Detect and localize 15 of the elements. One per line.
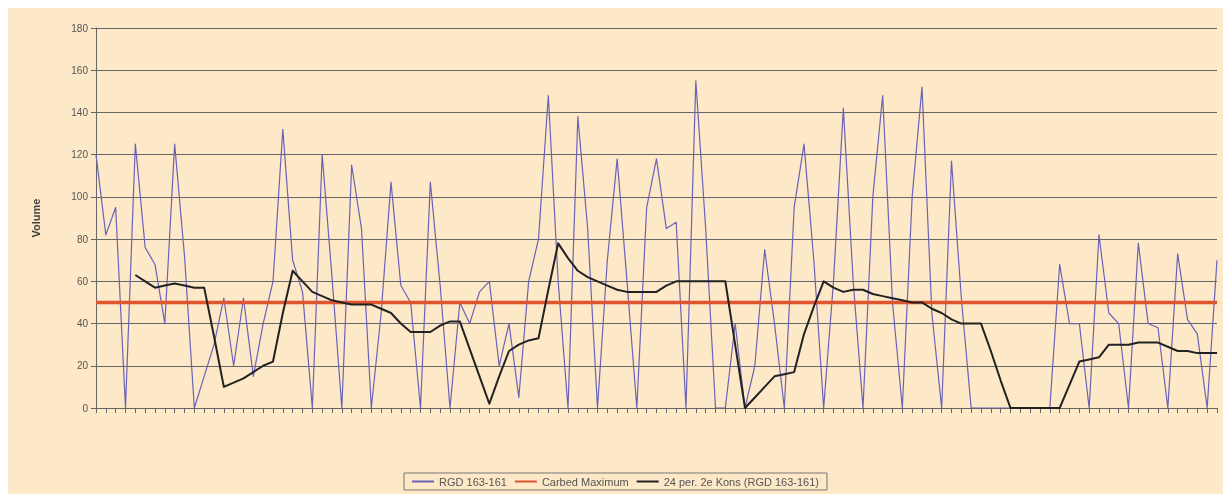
y-tick-label: 20	[76, 360, 89, 372]
y-tick-label: 60	[76, 275, 89, 287]
y-tick-label: 80	[76, 233, 89, 245]
y-tick-label: 140	[71, 106, 89, 118]
legend-label: 24 per. 2e Kons (RGD 163-161)	[663, 475, 819, 488]
line-series	[134, 242, 1218, 409]
y-tick-label: 180	[71, 22, 89, 34]
legend-label: RGD 163-161	[439, 475, 507, 488]
y-tick-label: 160	[71, 64, 89, 76]
y-tick-label: 100	[71, 191, 89, 203]
y-axis-title: Volume	[29, 198, 42, 238]
y-tick-label: 40	[76, 318, 89, 330]
y-tick-label: 120	[71, 149, 89, 161]
legend-label: Carbed Maximum	[541, 475, 629, 488]
y-tick-label: 0	[82, 402, 89, 414]
